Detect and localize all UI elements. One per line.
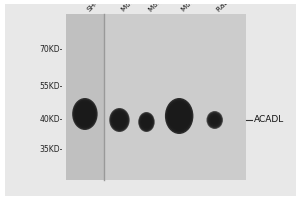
Ellipse shape — [140, 114, 153, 130]
Bar — [296, 0, 300, 200]
Ellipse shape — [209, 114, 220, 126]
Ellipse shape — [144, 119, 148, 124]
Ellipse shape — [173, 108, 185, 123]
Ellipse shape — [142, 117, 151, 127]
Text: ACADL: ACADL — [254, 116, 284, 124]
Ellipse shape — [113, 113, 125, 127]
Ellipse shape — [142, 116, 151, 128]
Ellipse shape — [143, 118, 150, 126]
Ellipse shape — [174, 110, 184, 122]
Ellipse shape — [109, 108, 130, 132]
Text: Mouse kidney: Mouse kidney — [148, 0, 188, 13]
Bar — [66, 14, 104, 180]
Text: Rat spinal cord: Rat spinal cord — [216, 0, 259, 13]
Ellipse shape — [208, 113, 221, 127]
Ellipse shape — [211, 116, 219, 124]
Ellipse shape — [139, 113, 154, 131]
Ellipse shape — [76, 103, 93, 125]
Ellipse shape — [82, 110, 88, 118]
Ellipse shape — [211, 116, 218, 124]
Ellipse shape — [114, 114, 124, 126]
Ellipse shape — [81, 109, 89, 119]
Ellipse shape — [74, 101, 95, 127]
Ellipse shape — [116, 116, 123, 124]
Bar — [0, 0, 300, 4]
Ellipse shape — [140, 114, 153, 130]
Ellipse shape — [171, 105, 188, 126]
Ellipse shape — [206, 111, 223, 129]
Ellipse shape — [169, 102, 190, 130]
Bar — [104, 14, 246, 180]
Ellipse shape — [80, 107, 90, 121]
Ellipse shape — [112, 111, 127, 129]
Text: 35KD-: 35KD- — [40, 146, 63, 154]
Ellipse shape — [208, 112, 222, 128]
Bar — [0, 196, 300, 200]
Bar — [0, 0, 4, 200]
Ellipse shape — [213, 118, 217, 122]
Ellipse shape — [72, 98, 98, 130]
Ellipse shape — [110, 109, 129, 131]
Ellipse shape — [112, 112, 126, 128]
Text: 40KD-: 40KD- — [40, 116, 63, 124]
Text: Mouse liver: Mouse liver — [121, 0, 154, 13]
Ellipse shape — [166, 99, 192, 132]
Ellipse shape — [172, 107, 186, 125]
Ellipse shape — [73, 99, 97, 129]
Ellipse shape — [115, 115, 124, 125]
Ellipse shape — [165, 98, 194, 134]
Ellipse shape — [138, 112, 155, 132]
Ellipse shape — [207, 112, 222, 128]
Ellipse shape — [79, 106, 91, 122]
Text: 70KD-: 70KD- — [40, 46, 63, 54]
Ellipse shape — [212, 117, 218, 123]
Ellipse shape — [167, 101, 191, 131]
Ellipse shape — [176, 111, 183, 120]
Ellipse shape — [117, 117, 122, 123]
Ellipse shape — [75, 102, 94, 126]
Ellipse shape — [111, 110, 128, 130]
Text: Mouse heart: Mouse heart — [181, 0, 217, 13]
Ellipse shape — [141, 115, 152, 129]
Ellipse shape — [144, 119, 149, 125]
Text: SH-SY5Y: SH-SY5Y — [86, 0, 112, 13]
Ellipse shape — [170, 104, 189, 128]
Ellipse shape — [77, 105, 92, 123]
Ellipse shape — [210, 115, 220, 125]
Text: 55KD-: 55KD- — [40, 82, 63, 90]
